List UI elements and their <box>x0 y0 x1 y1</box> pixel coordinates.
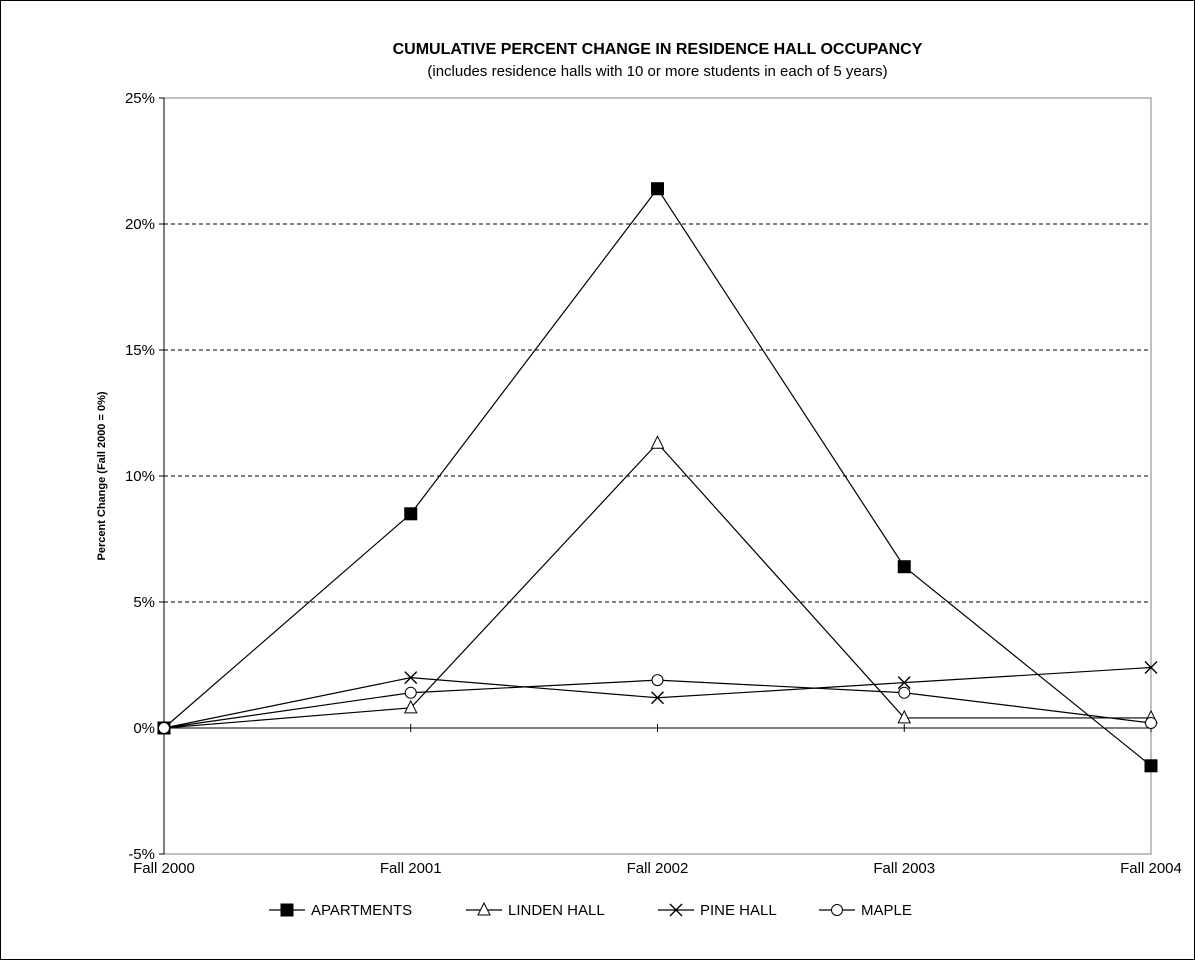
x-tick-label: Fall 2002 <box>627 860 689 877</box>
legend-marker-pine-hall <box>669 903 683 917</box>
y-tick-label: 25% <box>125 90 155 107</box>
y-tick-label: 0% <box>133 720 155 737</box>
y-tick-label: 10% <box>125 468 155 485</box>
data-point-maple <box>404 686 417 699</box>
data-point-pine-hall <box>1144 661 1158 675</box>
legend-marker-linden-hall <box>477 901 491 916</box>
data-point-pine-hall <box>651 691 664 705</box>
data-point-pine-hall <box>897 676 911 690</box>
x-tick-label: Fall 2003 <box>873 860 935 877</box>
x-tick-label: Fall 2004 <box>1120 860 1182 877</box>
legend-label-maple: MAPLE <box>861 902 912 919</box>
chart-subtitle: (includes residence halls with 10 or mor… <box>427 63 888 80</box>
legend-marker-maple <box>831 904 843 916</box>
data-point-apartments <box>651 182 664 196</box>
data-point-pine-hall <box>404 671 418 685</box>
series-line-maple <box>163 679 1152 729</box>
data-point-linden-hall <box>897 709 912 724</box>
y-tick-label: 15% <box>125 342 155 359</box>
y-tick-label: 5% <box>133 594 155 611</box>
data-point-maple <box>651 674 664 687</box>
data-point-linden-hall <box>650 435 665 449</box>
data-point-apartments <box>897 560 911 574</box>
data-point-apartments <box>404 507 418 521</box>
x-tick-label: Fall 2001 <box>380 860 442 877</box>
data-point-maple <box>1145 716 1157 729</box>
data-point-maple <box>898 686 911 699</box>
chart-title: CUMULATIVE PERCENT CHANGE IN RESIDENCE H… <box>392 41 923 58</box>
legend-label-pine-hall: PINE HALL <box>700 902 777 919</box>
data-point-linden-hall <box>403 699 418 714</box>
x-tick-label: Fall 2000 <box>133 860 195 877</box>
y-tick-label: -5% <box>128 846 155 863</box>
legend-label-apartments: APARTMENTS <box>311 902 412 919</box>
legend-label-linden-hall: LINDEN HALL <box>508 902 605 919</box>
data-point-maple <box>158 722 170 734</box>
legend-marker-apartments <box>280 903 294 917</box>
y-tick-label: 20% <box>125 216 155 233</box>
data-point-apartments <box>1144 759 1158 773</box>
y-axis-title: Percent Change (Fall 2000 = 0%) <box>96 391 108 560</box>
